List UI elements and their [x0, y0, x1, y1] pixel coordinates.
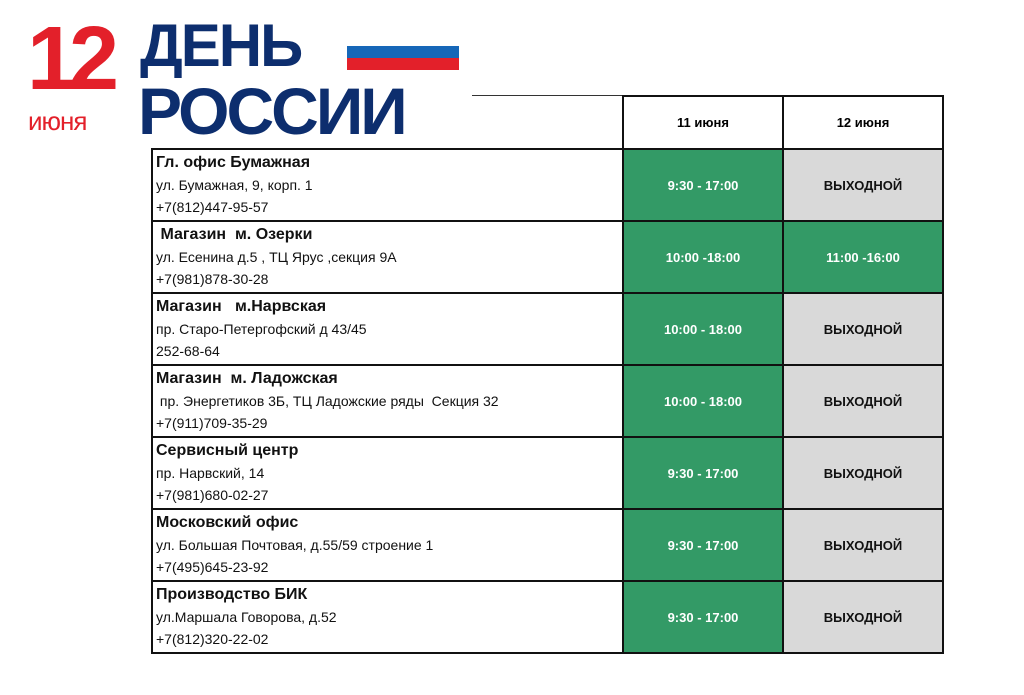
hours-day1: 9:30 - 17:00: [622, 436, 784, 510]
location-phone: +7(495)645-23-92: [156, 559, 269, 575]
hours-day2: 11:00 -16:00: [782, 220, 944, 294]
location-address: ул. Есенина д.5 , ТЦ Ярус ,секция 9А: [156, 249, 397, 265]
location-cell: Производство БИК ул.Маршала Говорова, д.…: [151, 580, 624, 654]
header-blank: [152, 96, 623, 150]
location-cell: Магазин м.Нарвская пр. Старо-Петергофски…: [151, 292, 624, 366]
location-name: Московский офис: [156, 514, 299, 531]
location-cell: Московский офис ул. Большая Почтовая, д.…: [151, 508, 624, 582]
location-phone: +7(981)878-30-28: [156, 271, 269, 287]
location-phone: +7(911)709-35-29: [156, 415, 268, 431]
location-phone: +7(812)447-95-57: [156, 199, 269, 215]
hours-day2: ВЫХОДНОЙ: [782, 580, 944, 654]
hours-day1: 9:30 - 17:00: [622, 148, 784, 222]
location-cell: Сервисный центр пр. Нарвский, 14 +7(981)…: [151, 436, 624, 510]
table-row: Магазин м. Ладожская пр. Энергетиков 3Б,…: [151, 364, 944, 438]
location-name: Производство БИК: [156, 586, 308, 603]
flag-icon: [347, 34, 459, 70]
table-row: Магазин м. Озерки ул. Есенина д.5 , ТЦ Я…: [151, 220, 944, 294]
header-day1: 11 июня: [622, 95, 784, 150]
header-row: 11 июня 12 июня: [152, 95, 944, 150]
hours-day1: 10:00 - 18:00: [622, 292, 784, 366]
location-address: ул.Маршала Говорова, д.52: [156, 609, 337, 625]
location-name: Сервисный центр: [156, 442, 299, 459]
location-address: пр. Нарвский, 14: [156, 465, 265, 481]
table-row: Магазин м.Нарвская пр. Старо-Петергофски…: [151, 292, 944, 366]
location-name: Магазин м. Ладожская: [156, 370, 338, 387]
hours-day2: ВЫХОДНОЙ: [782, 436, 944, 510]
hours-day1: 10:00 -18:00: [622, 220, 784, 294]
location-name: Магазин м. Озерки: [156, 226, 313, 243]
hours-day2: ВЫХОДНОЙ: [782, 292, 944, 366]
logo-month: июня: [28, 106, 87, 136]
hours-day1: 9:30 - 17:00: [622, 508, 784, 582]
table-row: Гл. офис Бумажная ул. Бумажная, 9, корп.…: [151, 148, 944, 222]
logo-day: 12: [27, 9, 119, 109]
divider: [472, 95, 623, 96]
location-name: Магазин м.Нарвская: [156, 298, 327, 315]
header-day2: 12 июня: [782, 95, 944, 150]
table-row: Московский офис ул. Большая Почтовая, д.…: [151, 508, 944, 582]
location-cell: Гл. офис Бумажная ул. Бумажная, 9, корп.…: [151, 148, 624, 222]
location-address: пр. Старо-Петергофский д 43/45: [156, 321, 367, 337]
location-phone: 252-68-64: [156, 343, 220, 359]
hours-day1: 10:00 - 18:00: [622, 364, 784, 438]
location-address: пр. Энергетиков 3Б, ТЦ Ладожские ряды Се…: [156, 393, 499, 409]
hours-day1: 9:30 - 17:00: [622, 580, 784, 654]
location-address: ул. Большая Почтовая, д.55/59 строение 1: [156, 537, 434, 553]
table-row: Производство БИК ул.Маршала Говорова, д.…: [151, 580, 944, 654]
hours-day2: ВЫХОДНОЙ: [782, 148, 944, 222]
location-phone: +7(812)320-22-02: [156, 631, 269, 647]
hours-day2: ВЫХОДНОЙ: [782, 508, 944, 582]
table-row: Сервисный центр пр. Нарвский, 14 +7(981)…: [151, 436, 944, 510]
location-cell: Магазин м. Ладожская пр. Энергетиков 3Б,…: [151, 364, 624, 438]
location-address: ул. Бумажная, 9, корп. 1: [156, 177, 313, 193]
hours-day2: ВЫХОДНОЙ: [782, 364, 944, 438]
logo-line1: ДЕНЬ: [140, 12, 303, 79]
location-cell: Магазин м. Озерки ул. Есенина д.5 , ТЦ Я…: [151, 220, 624, 294]
schedule-table: 11 июня 12 июня Гл. офис Бумажная ул. Бу…: [151, 95, 944, 654]
location-phone: +7(981)680-02-27: [156, 487, 269, 503]
location-name: Гл. офис Бумажная: [156, 154, 311, 171]
